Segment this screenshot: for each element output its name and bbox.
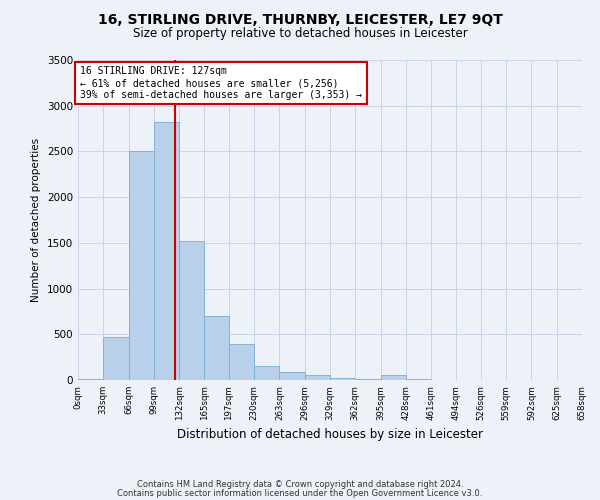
Text: 16 STIRLING DRIVE: 127sqm
← 61% of detached houses are smaller (5,256)
39% of se: 16 STIRLING DRIVE: 127sqm ← 61% of detac… bbox=[80, 66, 362, 100]
Bar bbox=[128, 152, 154, 380]
Y-axis label: Number of detached properties: Number of detached properties bbox=[31, 138, 41, 302]
Bar bbox=[179, 241, 205, 380]
Bar bbox=[330, 378, 355, 380]
Bar bbox=[406, 378, 431, 380]
Text: 16, STIRLING DRIVE, THURNBY, LEICESTER, LE7 9QT: 16, STIRLING DRIVE, THURNBY, LEICESTER, … bbox=[98, 12, 502, 26]
Bar bbox=[355, 378, 380, 380]
Bar bbox=[380, 375, 406, 380]
Text: Contains public sector information licensed under the Open Government Licence v3: Contains public sector information licen… bbox=[118, 488, 482, 498]
Bar bbox=[305, 376, 330, 380]
Bar bbox=[254, 366, 280, 380]
Bar bbox=[280, 372, 305, 380]
Bar bbox=[205, 316, 229, 380]
Bar bbox=[229, 344, 254, 380]
Bar bbox=[78, 378, 103, 380]
X-axis label: Distribution of detached houses by size in Leicester: Distribution of detached houses by size … bbox=[177, 428, 483, 441]
Text: Contains HM Land Registry data © Crown copyright and database right 2024.: Contains HM Land Registry data © Crown c… bbox=[137, 480, 463, 489]
Text: Size of property relative to detached houses in Leicester: Size of property relative to detached ho… bbox=[133, 28, 467, 40]
Bar bbox=[103, 337, 128, 380]
Bar bbox=[154, 122, 179, 380]
